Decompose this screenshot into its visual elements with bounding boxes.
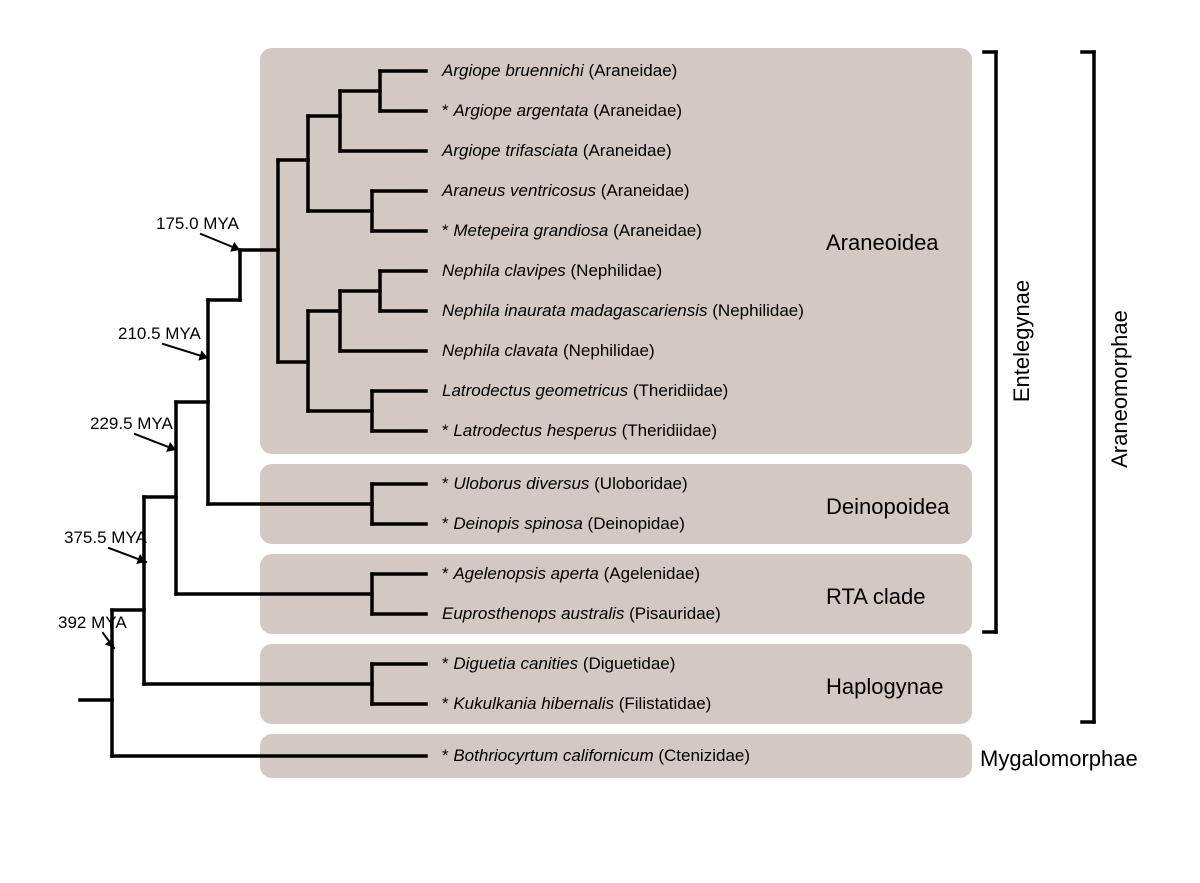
species-label: * Metepeira grandiosa (Araneidae) (442, 221, 702, 241)
time-label: 375.5 MYA (64, 528, 147, 548)
species-label: * Bothriocyrtum californicum (Ctenizidae… (442, 746, 750, 766)
clade-label: Mygalomorphae (980, 746, 1138, 772)
time-label: 229.5 MYA (90, 414, 173, 434)
species-label: * Agelenopsis aperta (Agelenidae) (442, 564, 700, 584)
species-label: Nephila inaurata madagascariensis (Nephi… (442, 301, 804, 321)
species-label: * Deinopis spinosa (Deinopidae) (442, 514, 685, 534)
species-label: * Latrodectus hesperus (Theridiidae) (442, 421, 717, 441)
species-label: Nephila clavata (Nephilidae) (442, 341, 655, 361)
species-label: Latrodectus geometricus (Theridiidae) (442, 381, 728, 401)
species-label: Araneus ventricosus (Araneidae) (442, 181, 690, 201)
species-label: Argiope trifasciata (Araneidae) (442, 141, 672, 161)
species-label: * Uloborus diversus (Uloboridae) (442, 474, 688, 494)
clade-label: Haplogynae (826, 674, 943, 700)
species-label: * Kukulkania hibernalis (Filistatidae) (442, 694, 711, 714)
species-label: Nephila clavipes (Nephilidae) (442, 261, 662, 281)
species-label: * Diguetia canities (Diguetidae) (442, 654, 675, 674)
species-label: Euprosthenops australis (Pisauridae) (442, 604, 721, 624)
species-label: Argiope bruennichi (Araneidae) (442, 61, 677, 81)
label-entelegynae: Entelegynae (1009, 261, 1035, 421)
clade-label: Araneoidea (826, 230, 939, 256)
time-label: 210.5 MYA (118, 324, 201, 344)
time-label: 392 MYA (58, 613, 127, 633)
clade-label: Deinopoidea (826, 494, 950, 520)
species-label: * Argiope argentata (Araneidae) (442, 101, 682, 121)
time-label: 175.0 MYA (156, 214, 239, 234)
label-araneomorphae: Araneomorphae (1107, 309, 1133, 469)
clade-label: RTA clade (826, 584, 925, 610)
